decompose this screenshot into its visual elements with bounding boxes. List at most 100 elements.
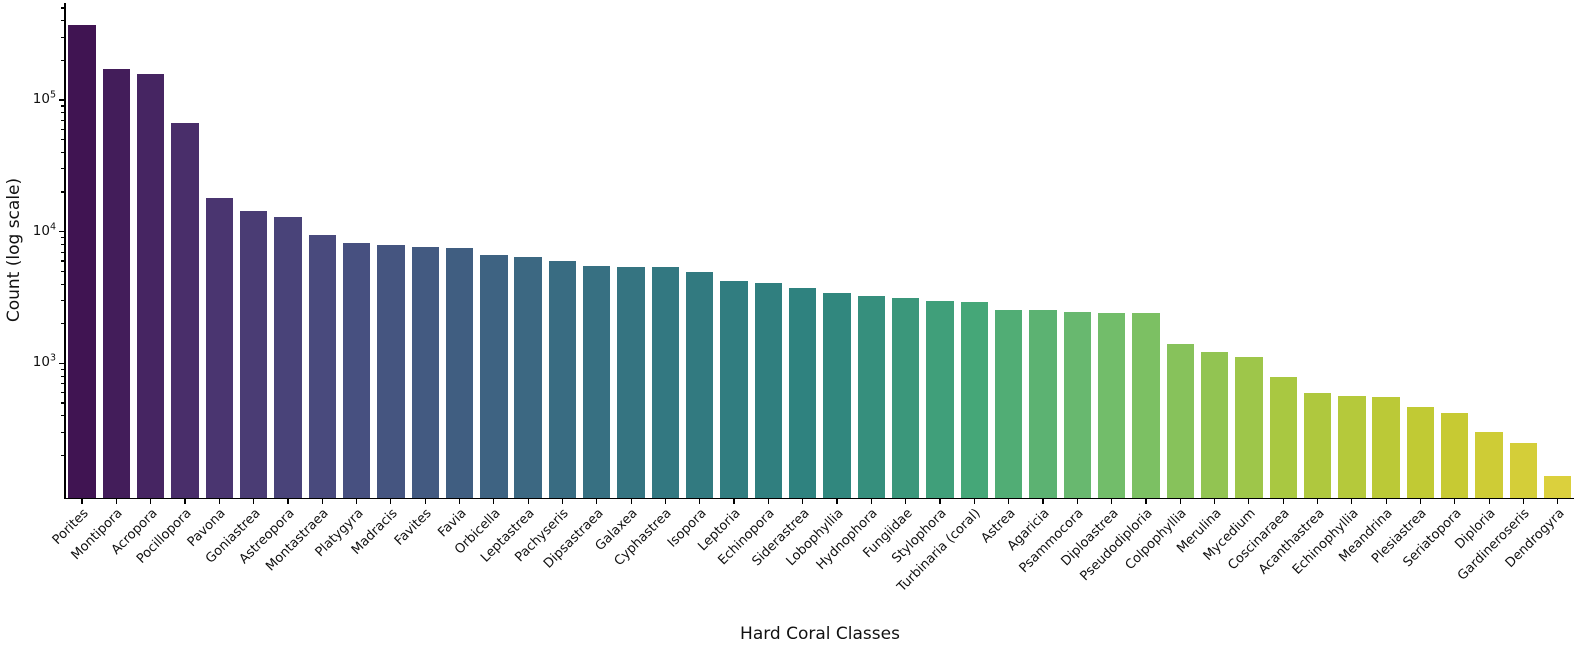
bar-lobophyllia <box>823 292 851 498</box>
y-tick-major <box>59 231 65 233</box>
y-axis-line <box>64 3 66 499</box>
y-tick-minor <box>61 260 65 262</box>
x-tick <box>218 498 220 504</box>
x-tick <box>287 498 289 504</box>
y-tick-minor <box>61 112 65 114</box>
y-tick-label: 105 <box>32 89 56 107</box>
y-tick-minor <box>61 415 65 417</box>
bar-agaricia <box>1029 310 1057 498</box>
x-tick <box>1282 498 1284 504</box>
bar-stylophora <box>926 301 954 498</box>
y-tick-minor <box>61 105 65 107</box>
x-tick <box>973 498 975 504</box>
bar-chart-figure: 105 104 103 Porites Montipora Acropora Pocill… <box>4 3 1575 644</box>
bar-meandrina <box>1372 396 1400 498</box>
bar-echinopora <box>754 283 783 498</box>
bar-leptastrea <box>514 256 542 498</box>
bar-orbicella <box>480 255 508 498</box>
x-tick <box>253 498 255 504</box>
bar-plesiastrea <box>1406 407 1435 498</box>
x-tick <box>81 498 83 504</box>
bar-pseudodiploria <box>1132 313 1160 498</box>
bar-isopora <box>686 271 714 498</box>
y-tick-minor <box>61 368 65 370</box>
y-tick-minor <box>61 191 65 193</box>
x-tick <box>1213 498 1216 504</box>
x-tick <box>870 498 872 504</box>
x-tick <box>1145 498 1147 504</box>
y-axis-label: Count (log scale) <box>4 177 24 323</box>
y-tick-major <box>59 99 65 101</box>
y-tick-minor <box>61 119 65 121</box>
x-tick <box>1316 498 1319 504</box>
bar-fungiidae <box>891 297 920 498</box>
bar-favia <box>445 248 474 498</box>
x-tick <box>184 498 186 504</box>
x-tick <box>458 498 461 504</box>
bar-siderastrea <box>789 287 817 498</box>
bar-favites <box>411 246 439 498</box>
x-tick <box>1008 498 1010 504</box>
y-tick-minor <box>61 323 65 325</box>
y-tick-minor <box>61 168 65 170</box>
bar-mycedium <box>1235 356 1263 498</box>
y-tick-minor <box>61 375 65 377</box>
x-tick <box>1111 498 1113 504</box>
x-tick <box>939 498 941 504</box>
bar-platygyra <box>342 243 371 498</box>
x-axis-label: Hard Coral Classes <box>740 624 900 644</box>
bar-galaxea <box>617 266 645 498</box>
bar-astreopora <box>274 217 302 498</box>
bar-montipora <box>102 68 130 498</box>
bar-pocillopora <box>171 123 199 498</box>
bar-echinophyllia <box>1338 396 1366 498</box>
y-tick-minor <box>61 36 65 38</box>
bar-diploria <box>1475 432 1503 498</box>
x-tick <box>390 498 392 504</box>
bar-seriatopora <box>1441 413 1469 498</box>
x-tick <box>1179 498 1181 504</box>
y-tick-label: 104 <box>32 221 56 239</box>
y-tick-minor <box>61 299 65 302</box>
bar-merulina <box>1200 351 1229 498</box>
bar-montastraea <box>308 234 336 498</box>
x-tick <box>561 498 564 504</box>
x-tick <box>630 498 632 504</box>
bar-goniastrea <box>239 210 268 498</box>
y-tick-minor <box>61 431 65 433</box>
y-tick-minor <box>61 20 65 22</box>
x-tick <box>527 498 529 504</box>
x-tick <box>836 498 838 504</box>
y-tick-minor <box>61 283 65 285</box>
x-tick <box>321 498 323 504</box>
x-tick <box>1488 498 1490 504</box>
x-tick <box>1385 498 1387 504</box>
x-tick <box>1076 498 1078 504</box>
bar-psammocora <box>1063 311 1091 498</box>
y-tick-minor <box>61 59 65 61</box>
y-tick-minor <box>61 251 65 253</box>
y-tick-major <box>59 362 65 364</box>
y-tick-minor <box>61 243 65 246</box>
bar-dipsastraea <box>583 265 611 498</box>
bar-cyphastrea <box>651 267 680 498</box>
y-tick-minor <box>61 139 65 141</box>
bar-porites <box>68 25 96 498</box>
x-tick <box>699 498 701 504</box>
y-tick-minor <box>61 128 65 130</box>
x-tick <box>1419 498 1422 504</box>
x-tick <box>1042 498 1044 504</box>
y-tick-minor <box>61 7 65 9</box>
x-tick <box>1454 498 1456 504</box>
y-tick-minor <box>61 454 65 457</box>
y-tick-minor <box>61 237 65 239</box>
x-tick <box>767 498 769 504</box>
bar-pavona <box>205 198 233 498</box>
x-tick <box>905 498 907 504</box>
bar-colpophyllia <box>1166 344 1194 498</box>
bar-pachyseris <box>548 260 577 498</box>
bar-acanthastrea <box>1303 392 1332 498</box>
x-tick <box>355 498 358 504</box>
x-tick <box>733 498 735 504</box>
x-axis-line <box>64 497 1575 499</box>
